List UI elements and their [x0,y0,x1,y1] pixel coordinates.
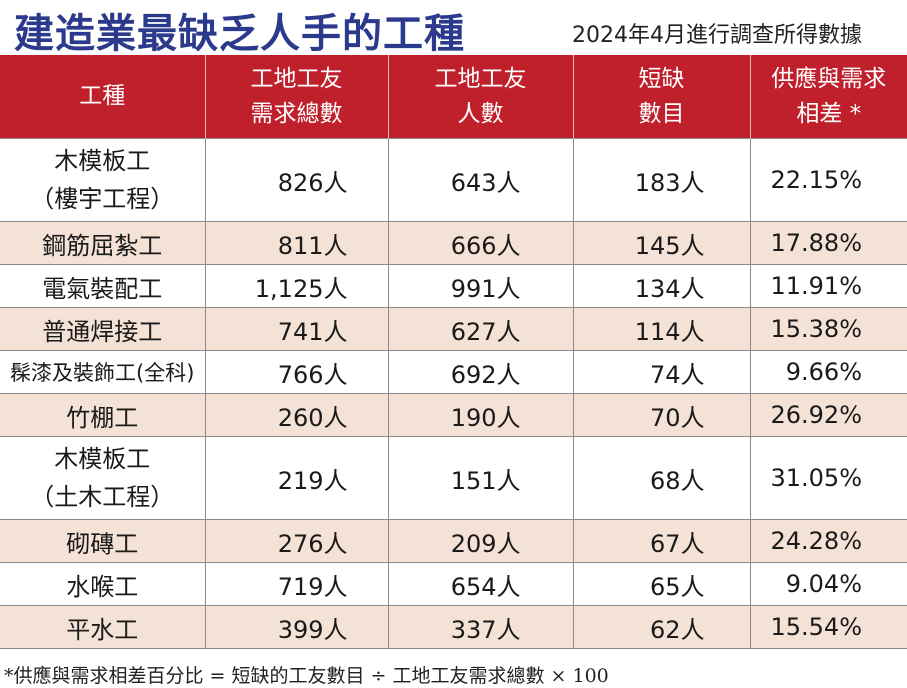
demand-cell: 260人 [204,393,388,437]
workers-cell: 692人 [387,350,573,394]
shortage-cell: 67人 [572,519,750,563]
gap-cell: 17.88% [749,221,907,265]
table-row: 水喉工 719人 654人 65人 9.04% [0,562,907,606]
table-row: 木模板工 （土木工程） 219人 151人 68人 31.05% [0,436,907,520]
gap-cell: 9.66% [749,350,907,394]
workers-cell: 627人 [387,307,573,351]
demand-cell: 276人 [204,519,388,563]
demand-cell: 1,125人 [204,264,388,308]
shortage-table: 工種 工地工友 需求總數 工地工友 人數 短缺 數目 供應與需求 相差 * 木模板工 （樓… [0,55,907,649]
workers-cell: 190人 [387,393,573,437]
trade-cell: 木模板工 （樓宇工程） [0,138,205,222]
table-row: 普通焊接工 741人 627人 114人 15.38% [0,307,907,351]
shortage-cell: 70人 [572,393,750,437]
workers-cell: 643人 [387,138,573,222]
shortage-cell: 62人 [572,605,750,649]
trade-cell: 木模板工 （土木工程） [0,436,205,520]
header-demand: 工地工友 需求總數 [204,55,388,139]
workers-cell: 337人 [387,605,573,649]
shortage-cell: 134人 [572,264,750,308]
footnote: *供應與需求相差百分比 = 短缺的工友數目 ÷ 工地工友需求總數 × 100 [4,665,609,687]
trade-cell: 竹棚工 [0,393,205,437]
header-shortage: 短缺 數目 [572,55,750,139]
shortage-cell: 183人 [572,138,750,222]
table-row: 竹棚工 260人 190人 70人 26.92% [0,393,907,437]
gap-cell: 15.54% [749,605,907,649]
gap-cell: 15.38% [749,307,907,351]
gap-cell: 22.15% [749,138,907,222]
trade-cell: 髹漆及裝飾工(全科) [0,350,205,394]
gap-cell: 11.91% [749,264,907,308]
trade-cell: 平水工 [0,605,205,649]
demand-cell: 719人 [204,562,388,606]
workers-cell: 209人 [387,519,573,563]
table-row: 電氣裝配工 1,125人 991人 134人 11.91% [0,264,907,308]
demand-cell: 399人 [204,605,388,649]
trade-cell: 鋼筋屈紮工 [0,221,205,265]
trade-cell: 電氣裝配工 [0,264,205,308]
table-row: 鋼筋屈紮工 811人 666人 145人 17.88% [0,221,907,265]
table-row: 砌磚工 276人 209人 67人 24.28% [0,519,907,563]
gap-cell: 9.04% [749,562,907,606]
workers-cell: 151人 [387,436,573,520]
workers-cell: 991人 [387,264,573,308]
table-row: 髹漆及裝飾工(全科) 766人 692人 74人 9.66% [0,350,907,394]
page-title: 建造業最缺乏人手的工種 [14,11,465,57]
workers-cell: 666人 [387,221,573,265]
workers-cell: 654人 [387,562,573,606]
shortage-cell: 65人 [572,562,750,606]
trade-cell: 水喉工 [0,562,205,606]
demand-cell: 741人 [204,307,388,351]
demand-cell: 811人 [204,221,388,265]
gap-cell: 31.05% [749,436,907,520]
demand-cell: 766人 [204,350,388,394]
shortage-cell: 114人 [572,307,750,351]
header-workers: 工地工友 人數 [387,55,573,139]
table-body: 木模板工 （樓宇工程） 826人 643人 183人 22.15% 鋼筋屈紮工 8… [0,138,907,649]
table-header: 工種 工地工友 需求總數 工地工友 人數 短缺 數目 供應與需求 相差 * [0,55,907,139]
demand-cell: 826人 [204,138,388,222]
page-subtitle: 2024年4月進行調查所得數據 [572,23,862,48]
demand-cell: 219人 [204,436,388,520]
shortage-cell: 68人 [572,436,750,520]
header-trade: 工種 [0,55,205,139]
shortage-cell: 74人 [572,350,750,394]
trade-cell: 砌磚工 [0,519,205,563]
shortage-cell: 145人 [572,221,750,265]
table-row: 木模板工 （樓宇工程） 826人 643人 183人 22.15% [0,138,907,222]
gap-cell: 24.28% [749,519,907,563]
header: 建造業最缺乏人手的工種 2024年4月進行調查所得數據 [0,0,907,57]
gap-cell: 26.92% [749,393,907,437]
trade-cell: 普通焊接工 [0,307,205,351]
table-row: 平水工 399人 337人 62人 15.54% [0,605,907,649]
header-gap: 供應與需求 相差 * [749,55,907,139]
